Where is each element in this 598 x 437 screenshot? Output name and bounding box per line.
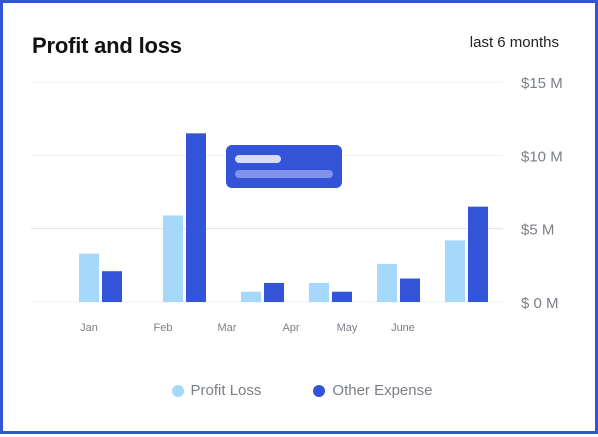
legend-label-profit-loss: Profit Loss [190, 382, 262, 399]
chart-legend: Profit Loss Other Expense [3, 382, 598, 399]
bar-profit-loss-may[interactable] [377, 263, 397, 302]
bar-profit-loss-feb[interactable] [163, 215, 183, 302]
x-tick-label: Feb [154, 322, 173, 334]
bar-other-expense-mar[interactable] [264, 282, 284, 302]
bar-other-expense-apr[interactable] [332, 291, 352, 302]
y-tick-label: $15 M [521, 75, 563, 92]
period-selector[interactable]: last 6 months [469, 34, 559, 51]
bar-profit-loss-mar[interactable] [241, 291, 261, 302]
bar-chart: $ 0 M $5 M $10 M $15 M Jan Feb Mar Apr May June [31, 75, 563, 334]
y-tick-label: $ 0 M [521, 295, 559, 312]
x-tick-label: Jan [80, 322, 98, 334]
bar-other-expense-jan[interactable] [102, 271, 122, 302]
bar-other-expense-june[interactable] [468, 206, 488, 302]
chart-title: Profit and loss [32, 33, 182, 58]
bar-profit-loss-jan[interactable] [79, 253, 99, 302]
x-tick-label: June [391, 322, 415, 334]
tooltip [226, 145, 342, 188]
legend-item-profit-loss[interactable]: Profit Loss [171, 382, 262, 399]
y-tick-label: $5 M [521, 222, 554, 239]
x-tick-label: Mar [218, 322, 237, 334]
legend-swatch-profit-loss [171, 384, 184, 397]
y-tick-label: $10 M [521, 148, 563, 165]
bar-profit-loss-apr[interactable] [309, 282, 329, 302]
x-tick-label: May [337, 322, 358, 334]
x-tick-label: Apr [282, 322, 299, 334]
legend-swatch-other-expense [313, 384, 326, 397]
bar-profit-loss-june[interactable] [445, 240, 465, 302]
legend-item-other-expense[interactable]: Other Expense [313, 382, 432, 399]
bar-other-expense-may[interactable] [400, 278, 420, 302]
legend-label-other-expense: Other Expense [332, 382, 433, 399]
bar-other-expense-feb[interactable] [186, 133, 206, 302]
